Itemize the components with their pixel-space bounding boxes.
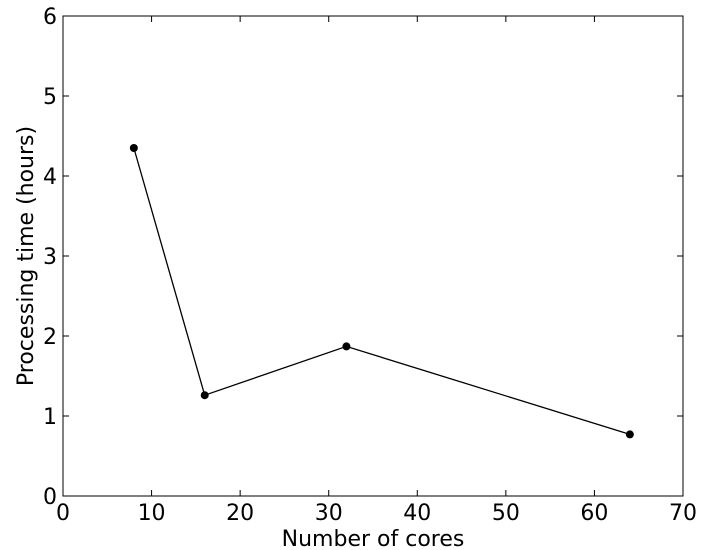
x-tick-label: 50: [492, 501, 520, 526]
x-tick-label: 70: [669, 501, 697, 526]
y-tick-label: 5: [43, 85, 57, 110]
plot-frame: [62, 15, 684, 497]
data-point: [129, 144, 138, 152]
data-point: [625, 430, 634, 439]
x-tick-label: 60: [580, 501, 608, 526]
y-tick-label: 6: [43, 5, 57, 30]
data-point: [342, 342, 351, 351]
y-axis-label: Processing time (hours): [14, 126, 39, 386]
data-point: [200, 391, 209, 400]
y-tick-label: 1: [43, 405, 57, 430]
x-tick-label: 0: [56, 501, 70, 526]
data-line: [133, 147, 631, 436]
x-axis-label: Number of cores: [282, 527, 465, 550]
x-tick-label: 40: [403, 501, 431, 526]
y-tick-label: 0: [43, 485, 57, 510]
x-tick-label: 20: [226, 501, 254, 526]
x-tick-label: 30: [315, 501, 343, 526]
y-tick-label: 2: [43, 325, 57, 350]
y-tick-label: 3: [43, 245, 57, 270]
y-tick-label: 4: [43, 165, 57, 190]
x-tick-label: 10: [138, 501, 166, 526]
